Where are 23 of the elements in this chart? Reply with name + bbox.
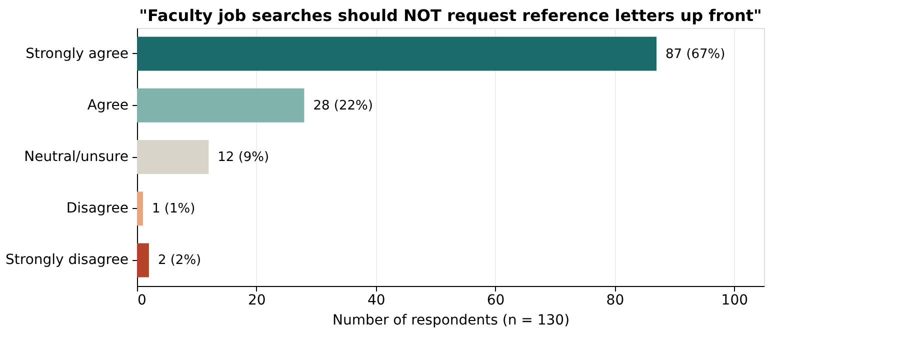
y-tick-label: Disagree [66, 200, 128, 217]
data-label: 87 (67%) [666, 46, 726, 62]
x-axis-title: Number of respondents (n = 130) [332, 312, 570, 328]
y-tick-label: Neutral/unsure [24, 149, 128, 165]
data-label: 28 (22%) [313, 98, 373, 114]
bar [137, 192, 143, 226]
bar [137, 36, 657, 71]
x-tick-label: 20 [248, 292, 266, 308]
x-tick-label: 80 [606, 292, 624, 308]
x-tick-label: 100 [721, 292, 748, 308]
y-tick-label: Strongly disagree [6, 252, 128, 268]
x-tick-label: 60 [486, 292, 505, 308]
data-label: 2 (2%) [158, 253, 202, 268]
y-tick-label: Strongly agree [26, 46, 128, 62]
x-tick-label: 0 [138, 292, 146, 308]
bar [137, 88, 304, 122]
bar [137, 140, 209, 174]
data-label: 1 (1%) [152, 202, 196, 217]
bar [137, 243, 149, 278]
y-tick-label: Agree [87, 97, 128, 114]
data-label: 12 (9%) [218, 150, 270, 165]
chart-title: "Faculty job searches should NOT request reference letters up front" [139, 6, 762, 25]
x-tick-label: 40 [367, 292, 386, 308]
